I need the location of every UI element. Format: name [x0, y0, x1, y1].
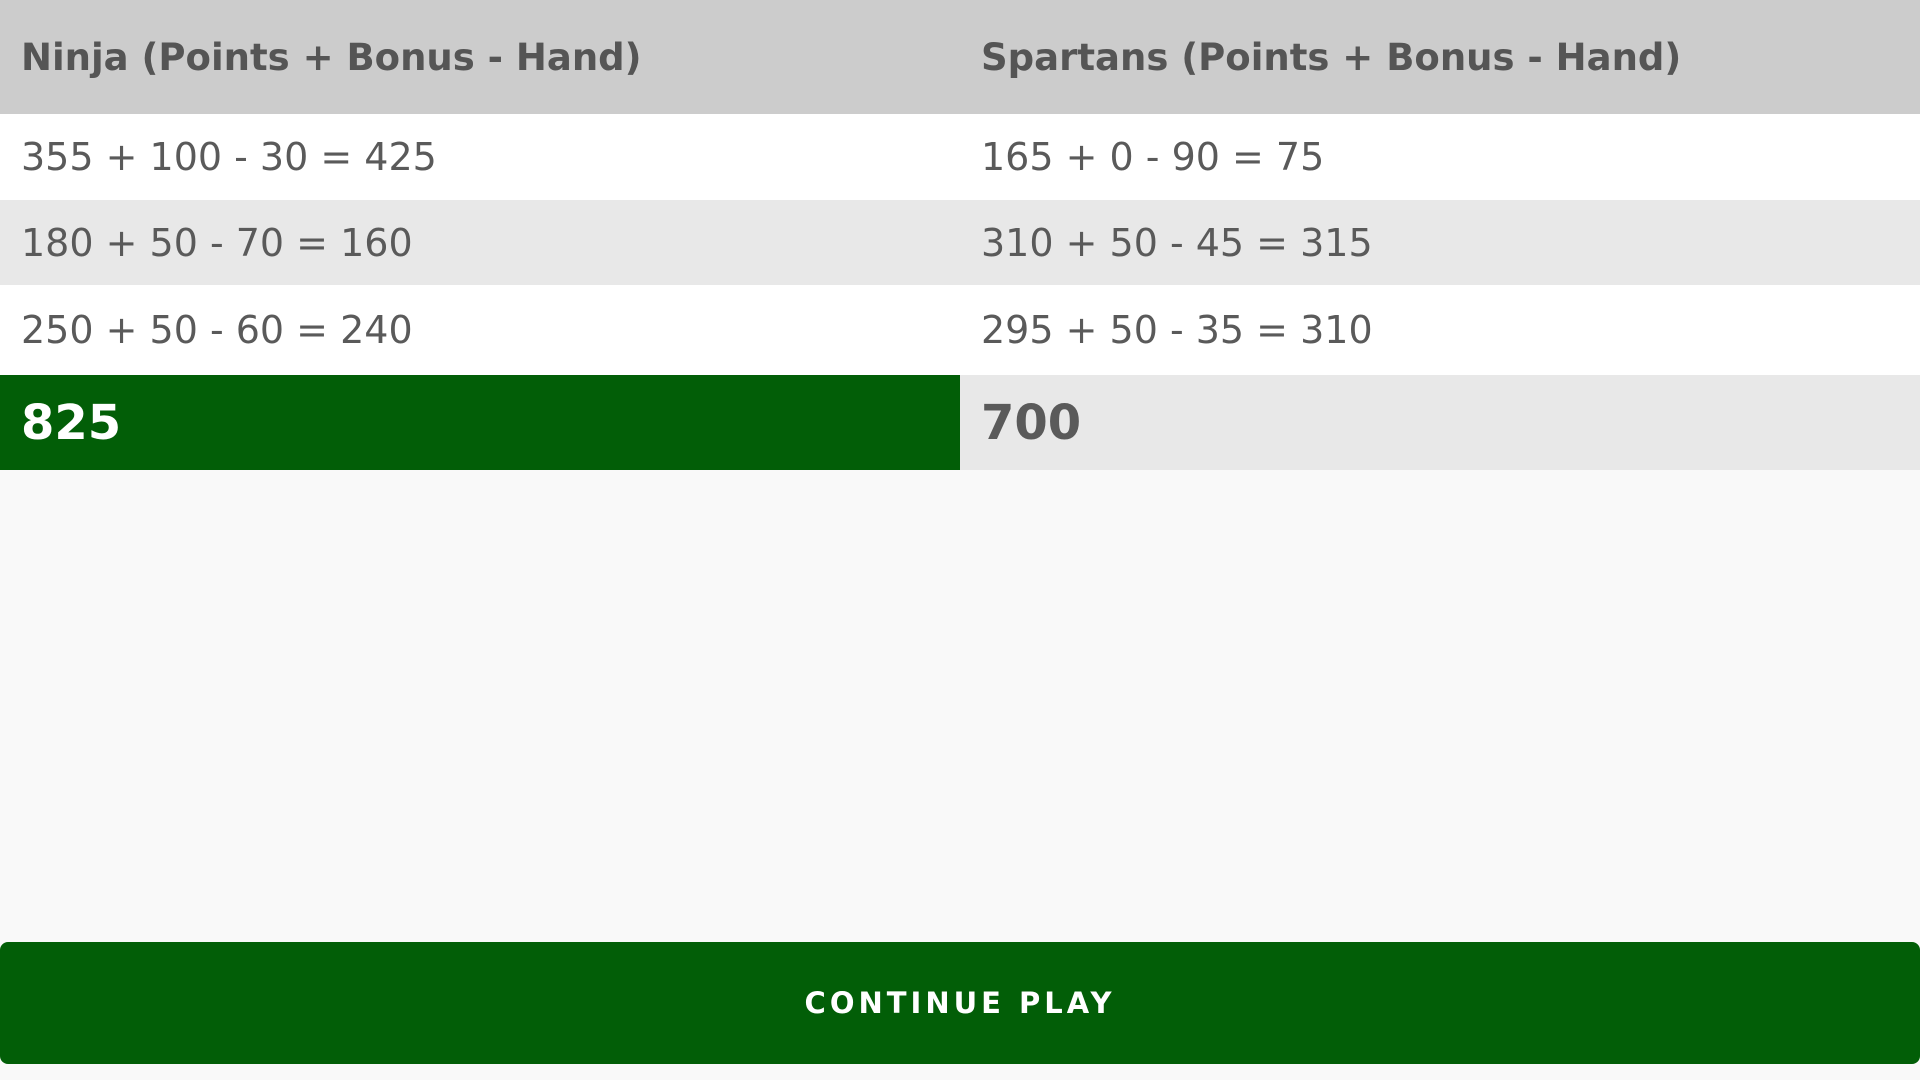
score-cell: 250 + 50 - 60 = 240	[21, 308, 413, 352]
score-table: Ninja (Points + Bonus - Hand) Spartans (…	[0, 0, 1920, 470]
score-cell: 180 + 50 - 70 = 160	[21, 220, 413, 265]
total-cell-winner: 825	[0, 375, 960, 470]
header-row: Ninja (Points + Bonus - Hand) Spartans (…	[0, 0, 1920, 114]
total-row: 825 700	[0, 375, 1920, 470]
total-cell: 700	[960, 375, 1920, 470]
continue-button[interactable]: CONTINUE PLAY	[0, 942, 1920, 1064]
score-row: 180 + 50 - 70 = 160 310 + 50 - 45 = 315	[0, 200, 1920, 285]
score-cell: 355 + 100 - 30 = 425	[21, 135, 437, 179]
score-cell: 165 + 0 - 90 = 75	[981, 135, 1325, 179]
header-cell: Ninja (Points + Bonus - Hand)	[21, 35, 642, 79]
score-cell: 295 + 50 - 35 = 310	[981, 308, 1373, 352]
header-cell: Spartans (Points + Bonus - Hand)	[981, 35, 1682, 79]
score-cell: 310 + 50 - 45 = 315	[981, 220, 1373, 265]
score-row: 250 + 50 - 60 = 240 295 + 50 - 35 = 310	[0, 285, 1920, 375]
score-row: 355 + 100 - 30 = 425 165 + 0 - 90 = 75	[0, 114, 1920, 200]
